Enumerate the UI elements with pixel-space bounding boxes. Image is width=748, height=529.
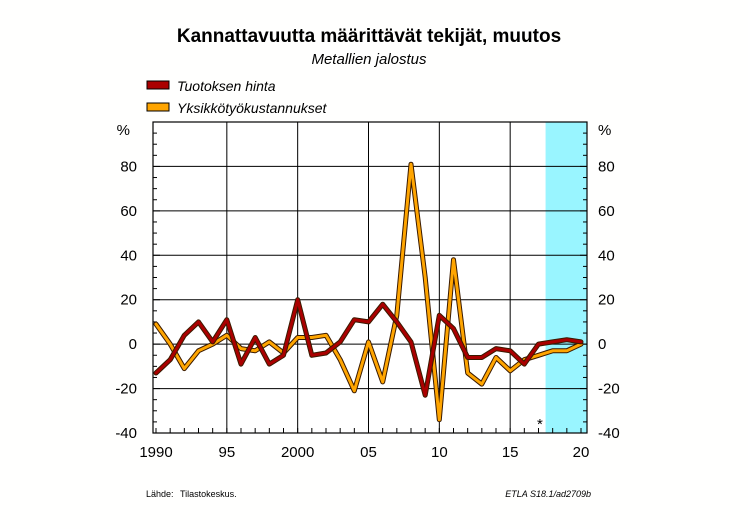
y-axis-right: -40 -20 0 20 40 60 80 [580, 121, 620, 442]
legend-label-tuotoksen-hinta: Tuotoksen hinta [177, 78, 276, 94]
series-line-tuotoksen-hinta [154, 298, 583, 397]
x-tick-label: 05 [360, 444, 377, 461]
source-value: Tilastokeskus. [180, 489, 237, 499]
legend-swatch-yksikkotyokustannukset [146, 102, 170, 112]
forecast-marker: * [537, 416, 543, 433]
y-tick-label-left: 0 [129, 336, 137, 353]
y-tick-label-right: 60 [598, 203, 615, 220]
credit: ETLA S18.1/ad2709b [505, 489, 591, 499]
y-tick-label-right: -40 [598, 425, 620, 442]
y-tick-label-left: -20 [115, 381, 137, 398]
chart-title: Kannattavuutta määrittävät tekijät, muut… [177, 26, 561, 47]
x-axis: 1990 95 2000 05 10 15 20 [139, 428, 589, 461]
y-axis-unit-left: % [117, 122, 130, 139]
chart-subtitle: Metallien jalostus [311, 51, 427, 68]
legend-swatch-tuotoksen-hinta [146, 80, 170, 90]
x-tick-label: 20 [573, 444, 590, 461]
y-axis-unit-right: % [598, 122, 611, 139]
legend-label-yksikkotyokustannukset: Yksikkötyökustannukset [177, 100, 328, 116]
gridlines [153, 122, 587, 434]
x-tick-label: 15 [502, 444, 519, 461]
series-lines [153, 161, 584, 423]
x-tick-label: 10 [431, 444, 448, 461]
source-label: Lähde: [146, 489, 174, 499]
y-tick-label-right: 80 [598, 158, 615, 175]
plot-border [152, 121, 588, 434]
plot-area [153, 122, 587, 433]
y-tick-label-right: 0 [598, 336, 606, 353]
y-tick-label-left: 40 [120, 247, 137, 264]
legend: Tuotoksen hinta Yksikkötyökustannukset [146, 78, 328, 116]
forecast-region [545, 122, 587, 433]
y-tick-label-right: -20 [598, 381, 620, 398]
x-tick-label: 95 [218, 444, 235, 461]
x-tick-label: 1990 [139, 444, 172, 461]
y-tick-label-left: 60 [120, 203, 137, 220]
series-line-yksikkotyokustannukset [154, 162, 583, 422]
x-tick-label: 2000 [281, 444, 314, 461]
y-tick-label-right: 20 [598, 292, 615, 309]
y-tick-label-left: -40 [115, 425, 137, 442]
y-tick-label-left: 80 [120, 158, 137, 175]
y-tick-label-right: 40 [598, 247, 615, 264]
y-tick-label-left: 20 [120, 292, 137, 309]
